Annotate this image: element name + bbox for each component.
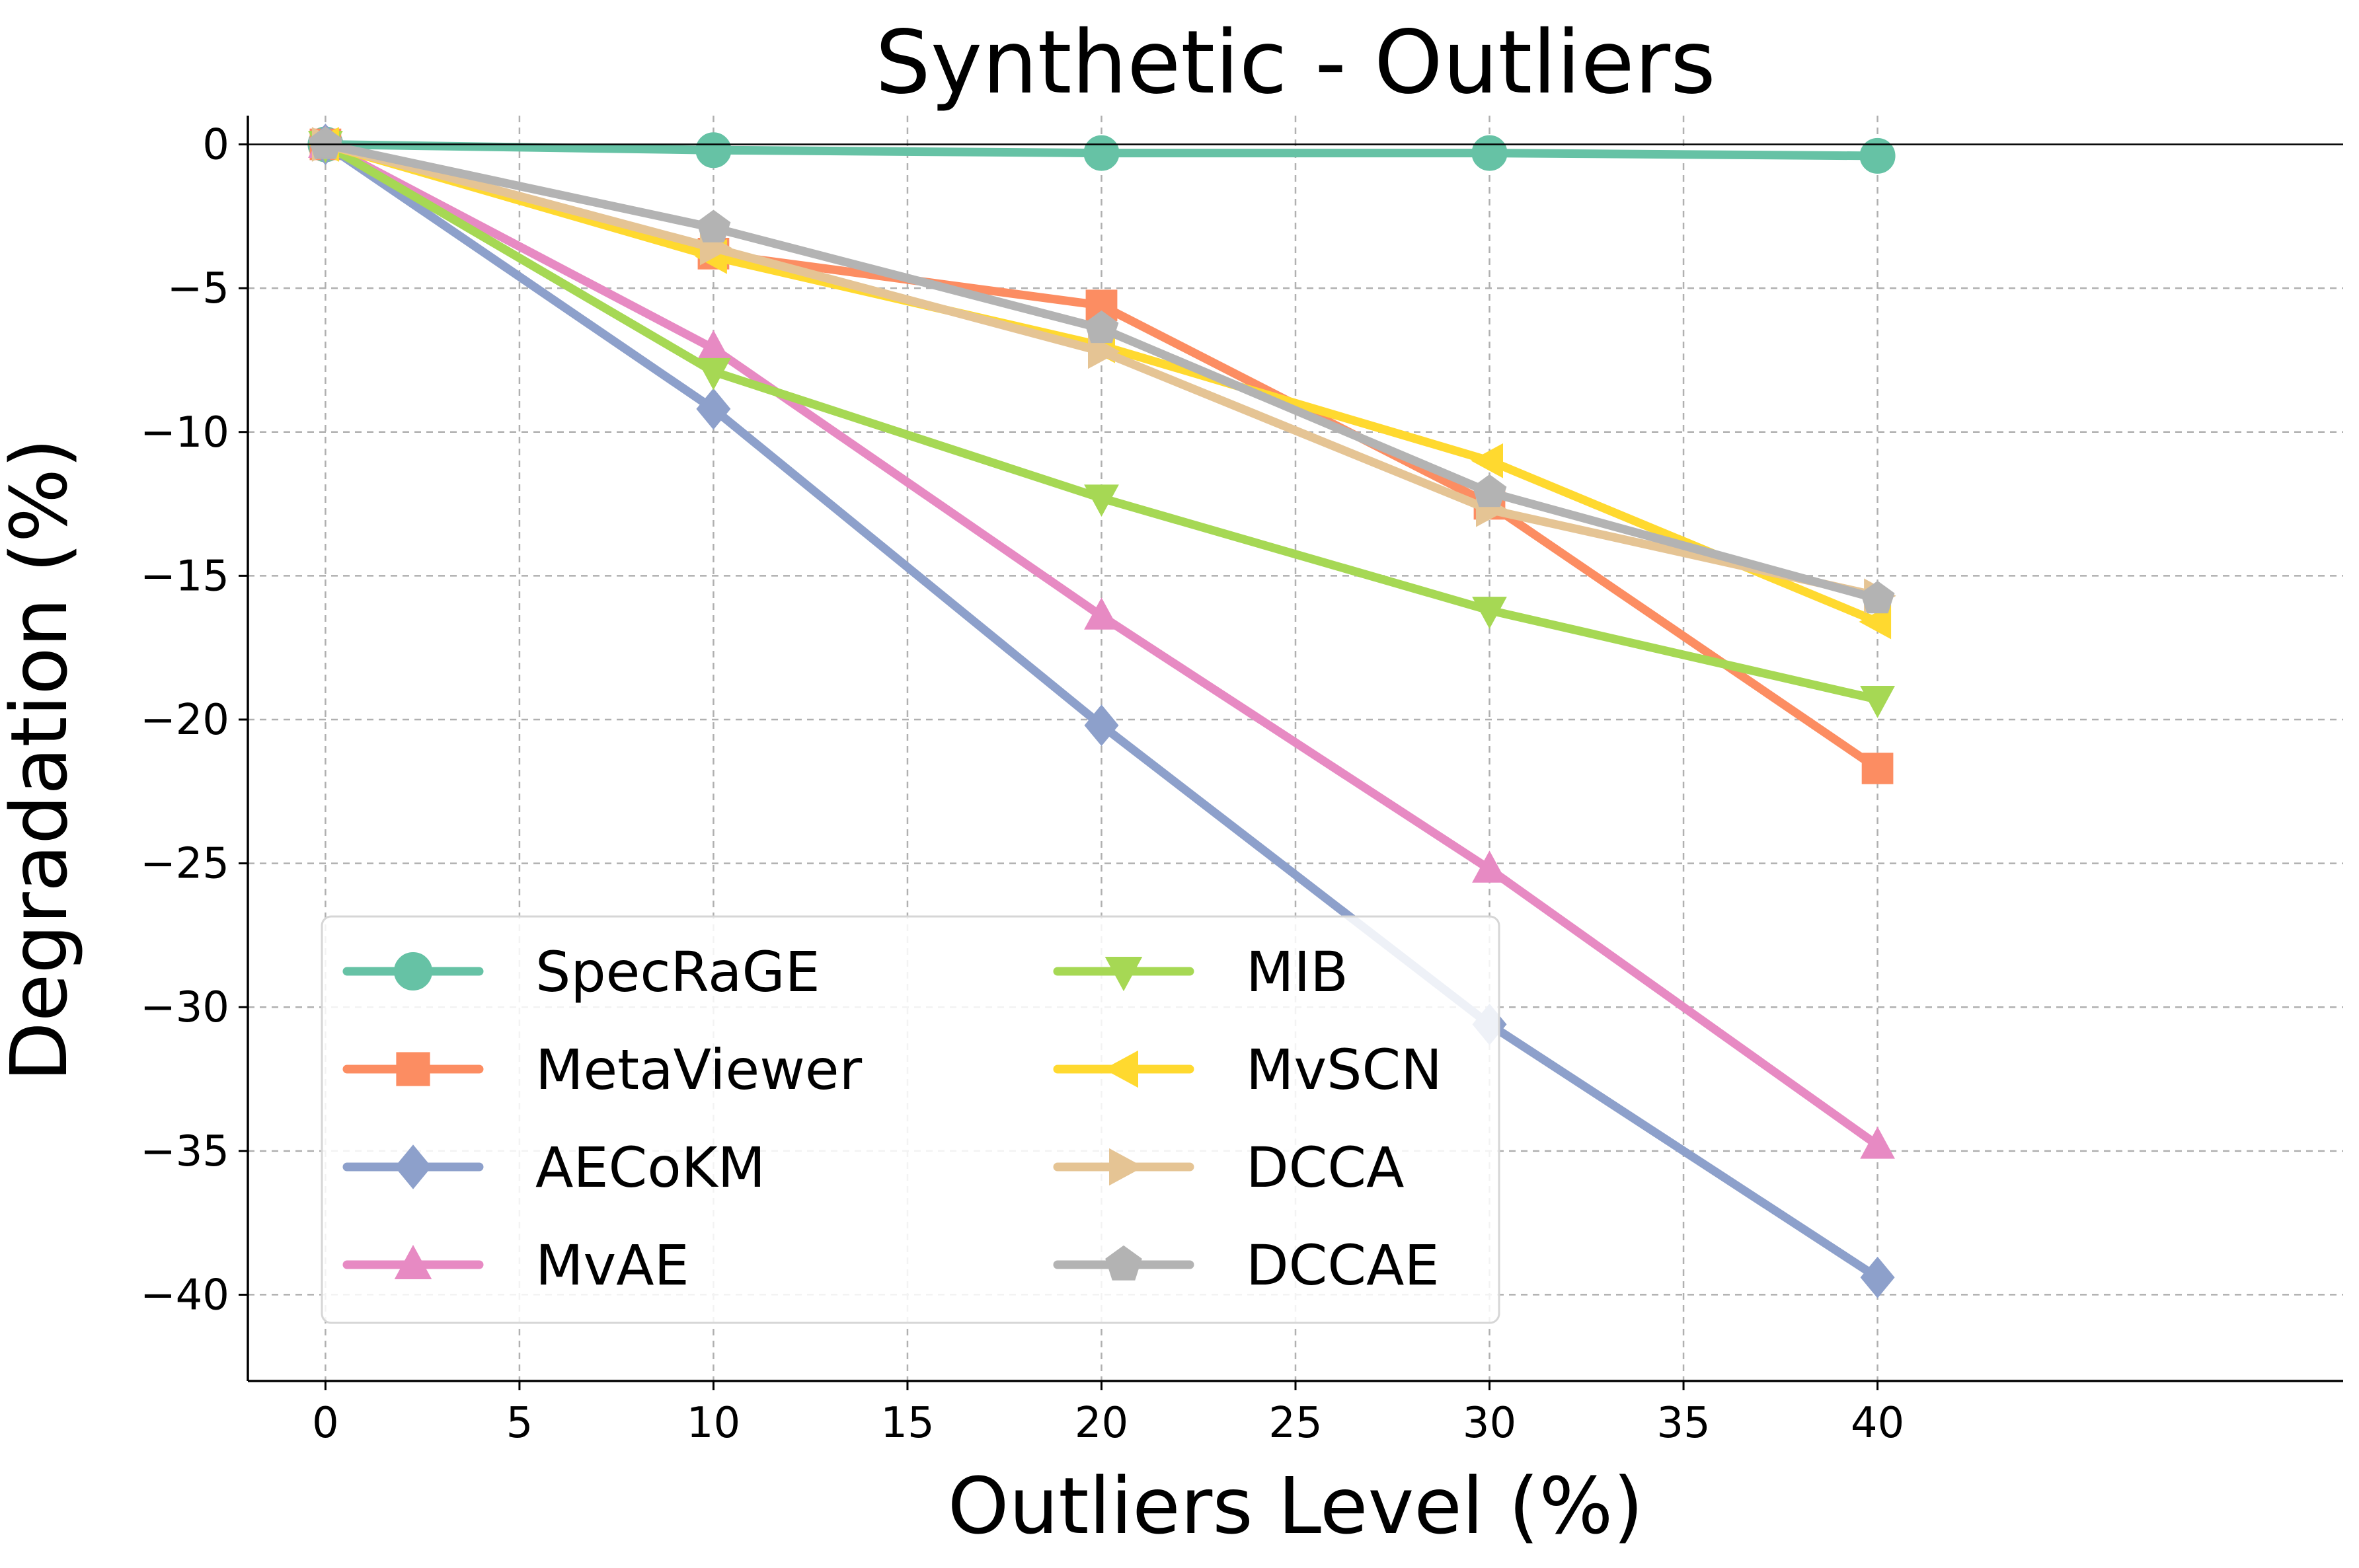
legend-label: DCCA — [1246, 1135, 1404, 1200]
y-axis-title: Degradation (%) — [0, 438, 85, 1082]
data-point — [1088, 334, 1120, 369]
data-point — [1083, 135, 1120, 171]
series-dccae — [308, 126, 1895, 614]
legend-label: SpecRaGE — [535, 940, 820, 1004]
y-tick-label: −15 — [140, 552, 229, 601]
legend-marker — [395, 1144, 432, 1189]
data-point — [695, 132, 732, 168]
data-point — [1472, 474, 1507, 507]
x-tick-label: 25 — [1268, 1399, 1322, 1448]
x-tick-label: 35 — [1656, 1399, 1710, 1448]
x-tick-label: 40 — [1851, 1399, 1904, 1448]
legend-label: DCCAE — [1246, 1233, 1440, 1298]
data-point — [1472, 850, 1507, 883]
data-point — [696, 388, 731, 430]
data-point — [696, 357, 731, 391]
legend-marker — [394, 1244, 432, 1279]
y-tick-label: 0 — [202, 121, 229, 170]
x-tick-label: 0 — [312, 1399, 339, 1448]
data-point — [1860, 1127, 1895, 1159]
x-tick-label: 15 — [880, 1399, 934, 1448]
y-tick-label: −35 — [140, 1127, 229, 1176]
data-point — [1472, 597, 1507, 629]
x-tick-label: 20 — [1075, 1399, 1128, 1448]
y-tick-label: −10 — [140, 408, 229, 457]
data-point — [1084, 704, 1119, 747]
legend-marker — [1104, 957, 1143, 992]
axes: 0 5 10 15 20 25 30 35 40 0 −5 −10 −15 −20 −25 −30 −35 −40 — [140, 116, 2343, 1448]
series-group — [307, 124, 1896, 1298]
legend: SpecRaGE MetaViewer AECoKM MvAE MIB MvSCN DCCA… — [321, 915, 1500, 1324]
data-point — [1084, 597, 1119, 630]
data-point — [1859, 604, 1892, 640]
legend-label: AECoKM — [535, 1135, 765, 1200]
x-tick-label: 10 — [687, 1399, 740, 1448]
chart-title: Synthetic - Outliers — [875, 12, 1716, 114]
x-axis-title: Outliers Level (%) — [948, 1460, 1644, 1551]
y-tick-label: −25 — [140, 840, 229, 889]
data-point — [1860, 1256, 1895, 1298]
legend-label: MIB — [1246, 940, 1348, 1004]
legend-marker — [1105, 1245, 1142, 1281]
legend-marker — [1103, 1050, 1138, 1088]
data-point — [1860, 580, 1895, 614]
data-point — [1861, 753, 1894, 784]
data-point — [1084, 484, 1119, 517]
legend-box — [321, 915, 1500, 1324]
data-point — [1859, 137, 1896, 174]
legend-label: MvSCN — [1246, 1037, 1442, 1102]
x-tick-label: 5 — [506, 1399, 533, 1448]
y-tick-label: −5 — [167, 264, 229, 313]
data-point — [308, 126, 343, 159]
data-point — [1860, 686, 1895, 718]
legend-label: MetaViewer — [535, 1037, 863, 1102]
legend-marker — [393, 952, 433, 990]
legend-label: MvAE — [535, 1233, 689, 1298]
data-point — [1471, 135, 1508, 171]
data-point — [1084, 310, 1119, 344]
y-tick-label: −40 — [140, 1271, 229, 1320]
x-tick-label: 30 — [1463, 1399, 1516, 1448]
y-tick-label: −20 — [140, 696, 229, 745]
data-point — [1471, 443, 1503, 478]
data-point — [1085, 289, 1118, 322]
y-tick-label: −30 — [140, 983, 229, 1032]
legend-marker — [1109, 1148, 1144, 1186]
data-point — [696, 209, 731, 243]
legend-marker — [396, 1052, 430, 1086]
